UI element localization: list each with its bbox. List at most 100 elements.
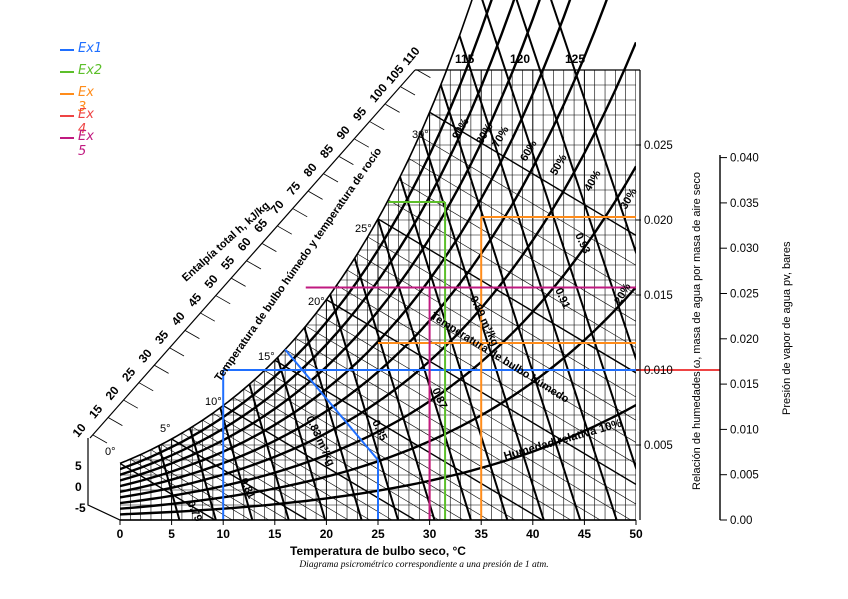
relative-humidity-curve bbox=[120, 0, 636, 471]
left-scale-label: -5 bbox=[75, 501, 86, 515]
y-tick-label: 0.005 bbox=[644, 440, 673, 452]
legend-swatch bbox=[60, 115, 74, 117]
left-scale-label: 0 bbox=[75, 480, 82, 494]
relative-humidity-curve bbox=[120, 0, 636, 488]
wet-bulb-line bbox=[336, 284, 636, 520]
x-tick-label: 50 bbox=[629, 527, 643, 541]
wet-bulb-line bbox=[388, 199, 636, 520]
y-tick-label: 0.025 bbox=[644, 140, 673, 152]
volume-tick-label: 0.91 bbox=[552, 286, 572, 310]
enthalpy-tick-label: 30 bbox=[136, 346, 156, 365]
wet-bulb-tick-label: 0° bbox=[105, 446, 116, 458]
legend-label: Ex 3 bbox=[78, 85, 94, 115]
wet-bulb-line bbox=[295, 337, 601, 520]
x-tick-label: 10 bbox=[217, 527, 231, 541]
y2-tick-label: 0.020 bbox=[730, 334, 759, 346]
enthalpy-tick bbox=[216, 295, 231, 305]
wet-bulb-tick-label: 30° bbox=[412, 129, 429, 141]
enthalpy-tick-label: 90 bbox=[334, 123, 354, 142]
y2-tick-label: 0.010 bbox=[730, 424, 759, 436]
enthalpy-tick-label: 10 bbox=[70, 420, 90, 439]
enthalpy-tick-label: 20 bbox=[103, 383, 123, 402]
enthalpy-tick bbox=[339, 156, 354, 165]
x-tick-label: 15 bbox=[268, 527, 282, 541]
wet-bulb-line bbox=[326, 299, 636, 520]
specific-volume-line bbox=[436, 0, 636, 520]
chart-axes bbox=[119, 144, 727, 525]
series-ex1-line bbox=[284, 348, 379, 461]
legend-label: Ex1 bbox=[78, 41, 103, 56]
wet-bulb-line bbox=[233, 397, 439, 520]
y-tick-label: 0.010 bbox=[644, 365, 673, 377]
enthalpy-tick-label: 80 bbox=[301, 160, 321, 179]
x-tick-label: 0 bbox=[117, 527, 124, 541]
x-tick-label: 20 bbox=[320, 527, 334, 541]
enthalpy-top-label: 120 bbox=[510, 52, 530, 66]
wet-bulb-line bbox=[429, 111, 636, 520]
enthalpy-tick bbox=[293, 208, 308, 218]
enthalpy-scale-line bbox=[89, 69, 416, 439]
wet-bulb-line-label: Temperatura de bulbo húmedo bbox=[428, 310, 571, 405]
enthalpy-tick bbox=[277, 225, 292, 235]
legend-label: Ex 4 bbox=[78, 107, 94, 137]
volume-tick-label: 0.85 bbox=[369, 418, 389, 442]
wet-bulb-line bbox=[346, 269, 636, 520]
wet-bulb-line bbox=[367, 236, 636, 520]
enthalpy-tick bbox=[246, 260, 262, 270]
enthalpy-tick bbox=[370, 121, 385, 131]
legend-swatch bbox=[60, 93, 74, 95]
legend-swatch bbox=[60, 137, 74, 139]
enthalpy-tick-label: 55 bbox=[218, 253, 238, 272]
x-tick-label: 45 bbox=[578, 527, 592, 541]
legend-swatch bbox=[60, 71, 74, 73]
enthalpy-tick-label: 35 bbox=[152, 327, 172, 346]
wet-bulb-tick-label: 5° bbox=[160, 423, 171, 435]
wet-bulb-line bbox=[408, 158, 636, 520]
enthalpy-tick bbox=[354, 138, 369, 148]
chart-caption: Diagrama psicrométrico correspondiente a… bbox=[299, 560, 549, 570]
specific-volume-line bbox=[326, 0, 618, 520]
y2-tick-label: 0.00 bbox=[730, 515, 752, 527]
wet-bulb-tick-label: 25° bbox=[355, 223, 372, 235]
chart-series bbox=[222, 201, 720, 520]
left-scale-label: 5 bbox=[75, 459, 82, 473]
enthalpy-tick-label: 40 bbox=[169, 309, 189, 328]
enthalpy-tick-label: 25 bbox=[119, 365, 139, 384]
y2-tick-label: 0.030 bbox=[730, 243, 759, 255]
enthalpy-tick bbox=[169, 347, 185, 357]
wet-bulb-tick-label: 20° bbox=[308, 296, 325, 308]
y-tick-label: 0.015 bbox=[644, 290, 673, 302]
enthalpy-tick-label: 110 bbox=[400, 44, 423, 68]
enthalpy-tick bbox=[323, 173, 339, 183]
x-axis-label: Temperatura de bulbo seco, °C bbox=[290, 544, 466, 558]
wet-bulb-tick-label: 10° bbox=[205, 396, 222, 408]
x-tick-label: 25 bbox=[371, 527, 385, 541]
relative-humidity-curve bbox=[120, 0, 636, 493]
relative-humidity-curve bbox=[120, 165, 636, 505]
rh-tick-label: 50% bbox=[548, 152, 570, 177]
enthalpy-tick bbox=[123, 399, 138, 409]
wet-bulb-line bbox=[212, 412, 393, 520]
grid-body bbox=[120, 0, 636, 520]
enthalpy-tick bbox=[416, 69, 431, 78]
y2-tick-label: 0.025 bbox=[730, 289, 759, 301]
wet-bulb-line bbox=[264, 370, 516, 520]
enthalpy-tick bbox=[200, 312, 215, 322]
enthalpy-tick bbox=[262, 243, 277, 252]
relative-humidity-curve bbox=[120, 0, 636, 482]
wet-bulb-line bbox=[254, 379, 489, 520]
wet-bulb-line bbox=[222, 404, 416, 520]
enthalpy-axis-label: Entalpía total h, kJ/kg bbox=[180, 200, 272, 285]
y-axis-label: Relación de humedades ω, masa de agua po… bbox=[691, 172, 703, 490]
saturation-curve bbox=[119, 0, 473, 465]
y2-tick-label: 0.040 bbox=[730, 153, 759, 165]
legend-label: Ex2 bbox=[78, 63, 103, 78]
chart-grid bbox=[120, 0, 636, 520]
wet-bulb-line bbox=[243, 388, 464, 520]
x-tick-label: 35 bbox=[475, 527, 489, 541]
wet-bulb-line bbox=[357, 253, 636, 520]
enthalpy-tick-label: 50 bbox=[202, 272, 222, 291]
wet-bulb-line bbox=[284, 349, 571, 520]
enthalpy-tick bbox=[139, 382, 154, 392]
